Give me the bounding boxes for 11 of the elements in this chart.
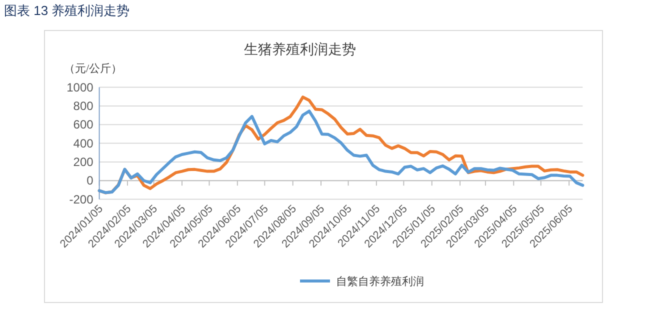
- y-tick-label: 1000: [66, 80, 94, 94]
- y-axis-title: （元/公斤）: [64, 62, 122, 75]
- legend-label: 自繁自养养殖利润: [336, 275, 424, 288]
- y-tick-label: 400: [73, 136, 94, 150]
- y-tick-label: 600: [73, 118, 94, 132]
- chart-subtitle: 生猪养殖利润走势: [244, 42, 356, 58]
- chart-title: 图表 13 养殖利润走势: [4, 3, 130, 18]
- y-tick-label: 800: [73, 98, 94, 113]
- y-tick-label: -200: [69, 192, 94, 206]
- y-tick-label: 200: [73, 154, 94, 169]
- y-tick-label: 0: [86, 174, 94, 188]
